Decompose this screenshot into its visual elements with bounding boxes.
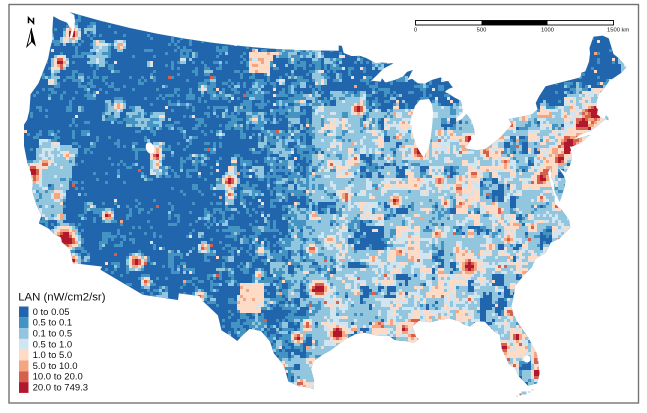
svg-text:km: km <box>622 28 630 34</box>
svg-text:500: 500 <box>477 28 487 34</box>
svg-text:0 to 0.05: 0 to 0.05 <box>33 307 70 318</box>
svg-text:5.0 to 10.0: 5.0 to 10.0 <box>33 361 78 372</box>
svg-text:1500: 1500 <box>607 28 620 34</box>
svg-text:0.5 to 1.0: 0.5 to 1.0 <box>33 339 73 350</box>
svg-text:0: 0 <box>414 28 417 34</box>
svg-text:LAN (nW/cm2/sr): LAN (nW/cm2/sr) <box>18 292 106 304</box>
svg-text:1000: 1000 <box>541 28 554 34</box>
svg-text:0.5 to 0.1: 0.5 to 0.1 <box>33 318 73 329</box>
svg-text:0.1 to 0.5: 0.1 to 0.5 <box>33 329 73 340</box>
svg-text:1.0 to 5.0: 1.0 to 5.0 <box>33 350 73 361</box>
svg-text:20.0 to 749.3: 20.0 to 749.3 <box>33 383 88 394</box>
svg-text:10.0 to 20.0: 10.0 to 20.0 <box>33 372 83 383</box>
